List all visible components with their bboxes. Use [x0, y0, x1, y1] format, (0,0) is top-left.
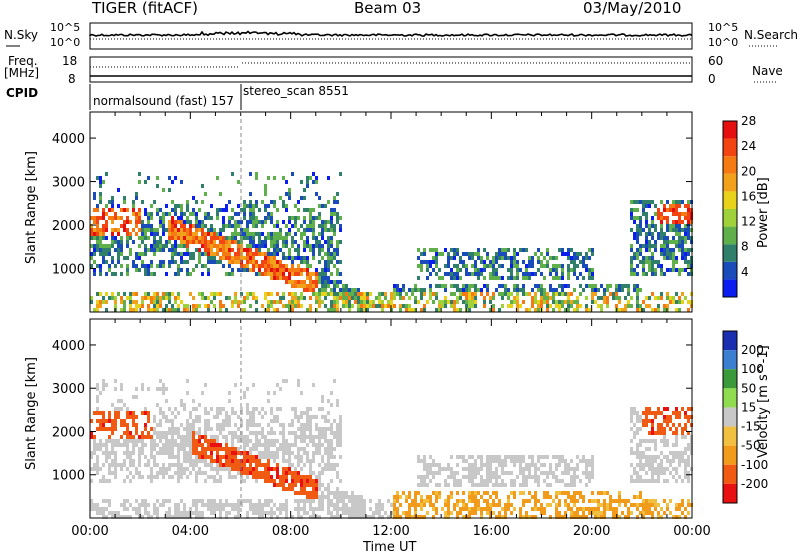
cpid-mode-normalsound: normalsound (fast) 157	[93, 94, 234, 108]
velocity-colorbar-segment	[723, 483, 737, 503]
mhz-label: [MHz]	[4, 66, 40, 80]
velocity-colorbar-segment	[723, 464, 737, 484]
cpid-label: CPID	[6, 86, 39, 100]
x-tick-label: 20:00	[573, 524, 610, 539]
velocity-colorbar-segment	[723, 426, 737, 446]
x-tick-label: 12:00	[372, 524, 409, 539]
nave-top-tick: 60	[708, 54, 724, 68]
x-axis-title: Time UT	[363, 540, 417, 555]
power-y-tick-label: 1000	[52, 263, 85, 278]
velocity-colorbar-tick: -100	[741, 458, 768, 472]
power-colorbar-segment	[723, 261, 737, 280]
power-colorbar-segment	[723, 156, 737, 174]
power-colorbar-segment	[723, 138, 737, 157]
cpid-mode-stereo: stereo_scan 8551	[243, 84, 349, 98]
freq-bottom-tick: 8	[68, 72, 76, 86]
power-colorbar-tick: 16	[741, 189, 756, 203]
power-colorbar-segment	[723, 209, 737, 227]
power-colorbar-tick: 20	[741, 164, 756, 178]
velocity-colorbar-tick: -200	[741, 477, 768, 491]
nsky-top-tick: 10^5	[50, 21, 81, 34]
power-colorbar-segment	[723, 244, 737, 262]
nsearch-bottom-tick: 10^0	[708, 36, 739, 49]
nave-bottom-tick: 0	[708, 72, 716, 86]
velocity-colorbar-segment	[723, 350, 737, 370]
velocity-colorbar-segment	[723, 388, 737, 408]
radar-title: TIGER (fitACF)	[92, 0, 199, 17]
nsky-label: N.Sky	[4, 28, 39, 42]
freq-label: Freq.	[8, 54, 38, 68]
x-tick-label: 04:00	[172, 524, 209, 539]
velocity-colorbar-frame	[722, 330, 738, 504]
power-colorbar-segment	[723, 279, 737, 297]
velocity-panel-frame	[89, 318, 693, 519]
velocity-y-tick-label: 2000	[52, 425, 85, 440]
power-colorbar-tick: 28	[741, 114, 756, 128]
nsearch-label: N.Search	[744, 28, 799, 42]
power-colorbar-tick: 24	[741, 139, 756, 153]
velocity-colorbar-segment	[723, 407, 737, 427]
velocity-y-tick-label: 4000	[52, 339, 85, 354]
nsky-trace	[89, 30, 693, 37]
freq-panel-frame	[89, 56, 693, 83]
date-title: 03/May/2010	[583, 0, 682, 17]
x-tick-label: 00:00	[673, 524, 710, 539]
power-colorbar-segment	[723, 191, 737, 209]
power-y-tick-label: 2000	[52, 219, 85, 234]
power-y-tick-label: 3000	[52, 176, 85, 191]
power-heatmap-cells	[90, 172, 693, 312]
power-colorbar-tick: 8	[741, 240, 749, 254]
power-colorbar-tick: 12	[741, 215, 756, 229]
velocity-colorbar-tick: 100	[741, 362, 764, 376]
power-colorbar-frame	[722, 120, 738, 298]
power-colorbar-segment	[723, 173, 737, 192]
velocity-colorbar-tick: -50	[741, 439, 761, 453]
velocity-colorbar-segment	[723, 445, 737, 465]
power-colorbar-segment	[723, 226, 737, 245]
power-colorbar-segment	[723, 121, 737, 139]
velocity-colorbar-segment	[723, 369, 737, 389]
velocity-colorbar-tick: -15	[741, 420, 761, 434]
velocity-colorbar-tick: 50	[741, 381, 756, 395]
velocity-colorbar-segment	[723, 331, 737, 351]
power-colorbar-tick: 4	[741, 265, 749, 279]
x-tick-label: 16:00	[473, 524, 510, 539]
power-y-tick-label: 4000	[52, 132, 85, 147]
nsky-bottom-tick: 10^0	[50, 36, 81, 49]
x-tick-label: 00:00	[71, 524, 108, 539]
nave-label: Nave	[752, 64, 783, 78]
freq-top-tick: 18	[62, 54, 78, 68]
beam-title: Beam 03	[354, 0, 422, 17]
velocity-colorbar-tick: 15	[741, 400, 756, 414]
velocity-colorbar-tick: 200	[741, 343, 764, 357]
nsearch-top-tick: 10^5	[708, 21, 739, 34]
velocity-y-tick-label: 3000	[52, 382, 85, 397]
velocity-heatmap-cells	[90, 379, 693, 519]
velocity-y-tick-label: 1000	[52, 469, 85, 484]
x-tick-label: 08:00	[272, 524, 309, 539]
